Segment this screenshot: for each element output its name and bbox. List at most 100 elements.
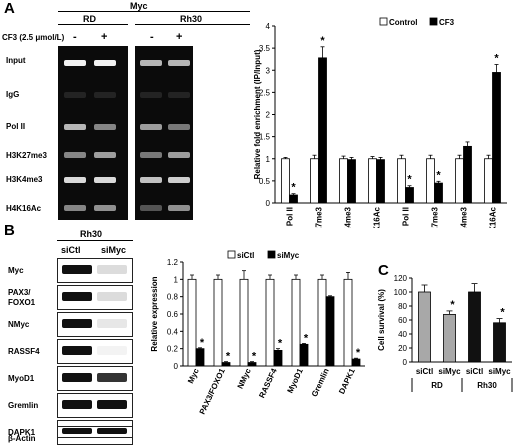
wb-band: [62, 346, 92, 355]
wb-band: [97, 373, 127, 382]
legend-label: Control: [389, 18, 417, 27]
wb-band: [62, 265, 92, 274]
y-tick-label: 80: [398, 302, 407, 311]
bar: [195, 348, 205, 367]
wb-band: [97, 265, 127, 274]
gel-band: [140, 152, 162, 158]
wb-band: [97, 292, 127, 301]
bar: [463, 145, 472, 204]
legend-label: siCtl: [237, 251, 254, 260]
bar: [317, 278, 327, 367]
gel-rd: [58, 46, 128, 220]
cell-label-rh30: Rh30: [180, 14, 203, 24]
gel-band: [94, 205, 116, 211]
bar: [273, 350, 283, 367]
y-tick-label: 0.4: [167, 327, 179, 336]
x-tick-label: siMyc: [438, 367, 461, 376]
wb-band: [62, 319, 92, 328]
bar: [343, 278, 353, 367]
bar: [434, 182, 443, 204]
wb-cell-underline: [57, 240, 133, 241]
legend-swatch: [429, 17, 438, 26]
gel-band: [94, 92, 116, 98]
group-label: RD: [431, 381, 443, 390]
wb-band: [62, 400, 92, 409]
x-tick-label: Pol II: [286, 207, 295, 226]
gel-band: [168, 60, 190, 66]
wb-protein-label: DAPK1: [8, 428, 36, 437]
significance-star: *: [494, 52, 499, 64]
x-tick-label: H3K27me3: [431, 206, 440, 228]
bar: [351, 358, 361, 367]
y-tick-label: 20: [398, 344, 407, 353]
sign-rh30-plus: +: [176, 31, 183, 43]
wb-band: [62, 292, 92, 301]
wb-protein-label: RASSF4: [8, 347, 40, 356]
gel-band: [168, 205, 190, 211]
y-tick-label: 2.5: [259, 88, 271, 97]
bar: [221, 362, 231, 367]
y-tick-label: 1.2: [167, 258, 179, 267]
bar: [213, 278, 223, 367]
gel-band: [64, 205, 86, 211]
panel-a-letter: A: [4, 0, 15, 17]
x-tick-label: H3K4me3: [344, 206, 353, 228]
y-tick-label: 40: [398, 330, 407, 339]
wb-band: [62, 373, 92, 382]
bar: [325, 296, 335, 367]
bar: [376, 159, 385, 204]
significance-star: *: [320, 35, 325, 47]
bar: [426, 158, 435, 204]
bar: [289, 194, 298, 204]
y-tick-label: 120: [394, 274, 408, 283]
x-tick-label: siMyc: [488, 367, 511, 376]
wb-band: [97, 346, 127, 355]
wb-protein-label: PAX3/ FOXO1: [8, 288, 36, 307]
bar: [484, 158, 493, 204]
wb-band: [97, 428, 127, 434]
significance-star: *: [278, 338, 283, 350]
sign-rh30-minus: -: [150, 31, 154, 43]
x-tick-label: H3K4me3: [460, 206, 469, 228]
gel-band: [140, 177, 162, 183]
significance-star: *: [304, 332, 309, 344]
sign-rd-minus: -: [73, 31, 77, 43]
wb-lane-label: siMyc: [101, 245, 127, 255]
gel-band: [94, 177, 116, 183]
significance-star: *: [200, 337, 205, 349]
gel-band: [64, 177, 86, 183]
gel-row-label: Pol II: [6, 122, 26, 131]
gel-band: [64, 152, 86, 158]
legend-label: siMyc: [277, 251, 300, 260]
significance-star: *: [407, 174, 412, 186]
gel-band: [168, 152, 190, 158]
y-tick-label: 0: [403, 358, 408, 367]
gel-row-label: H4K16Ac: [6, 204, 42, 213]
x-tick-label: RASSF4: [257, 367, 279, 400]
significance-star: *: [436, 169, 441, 181]
relative-expression-chart: 0 0.2 0.4 0.6 0.8 1 1.2 Relative expression * Myc…: [150, 250, 365, 416]
y-tick-label: 0.8: [167, 293, 179, 302]
wb-lane-label: siCtl: [61, 245, 81, 255]
gel-band: [168, 177, 190, 183]
gel-row-label: Input: [6, 56, 26, 65]
significance-star: *: [291, 182, 296, 194]
x-tick-label: MyoD1: [286, 367, 305, 395]
legend-swatch: [227, 250, 236, 259]
x-tick-label: H4K16Ac: [489, 206, 498, 228]
bar: [405, 187, 414, 204]
y-tick-label: 1: [174, 275, 179, 284]
x-tick-label: DAPK1: [337, 367, 357, 396]
y-axis-label: Relative fold enrichment (IP/Input): [253, 49, 262, 179]
bar: [291, 278, 301, 367]
chip-enrichment-chart: 0 0.5 1 1.5 2 2.5 3 3.5 4 Relative fold enrichmen…: [253, 17, 507, 228]
y-tick-label: 0.5: [259, 177, 271, 186]
gel-band: [168, 124, 190, 130]
x-tick-label: Gremlin: [310, 367, 331, 398]
y-tick-label: 0.2: [167, 345, 179, 354]
significance-star: *: [356, 347, 361, 359]
gel-row-label: IgG: [6, 90, 20, 99]
wb-protein-label: Myc: [8, 266, 24, 275]
y-tick-label: 100: [394, 288, 408, 297]
wb-band: [97, 400, 127, 409]
